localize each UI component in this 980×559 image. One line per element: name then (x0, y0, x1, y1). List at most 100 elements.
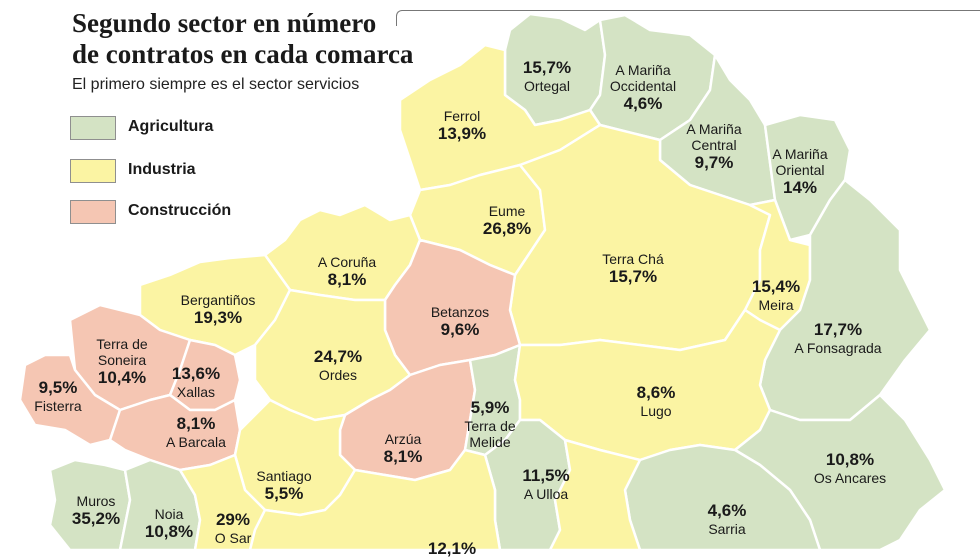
region-value: 8,1% (327, 270, 367, 290)
region-name: Eume (488, 203, 526, 219)
region-name: Bergantiños (180, 292, 256, 308)
region-label-bottom: 12,1% (428, 539, 476, 559)
region-value: 15,4% (751, 277, 801, 296)
region-value: 15,7% (608, 267, 658, 287)
region-value: 10,4% (97, 368, 147, 388)
region-name: A Barcala (166, 433, 226, 450)
region-value: 19,3% (193, 308, 243, 328)
region-value: 10,8% (825, 450, 875, 469)
region-name: A Mariña Central (686, 121, 742, 154)
region-value: 11,5% (522, 466, 570, 485)
region-label-marina-oriental: A Mariña Oriental 14% (764, 146, 836, 198)
region-value: 13,6% (171, 364, 221, 383)
region-name: Xallas (176, 383, 216, 400)
region-label-santiago: Santiago 5,5% (256, 468, 311, 504)
header-bracket-line (396, 10, 980, 26)
legend-swatch-industria (70, 159, 116, 183)
region-name: A Ulloa (523, 485, 569, 502)
region-name: A Coruña (317, 254, 377, 270)
region-name: Sarria (708, 520, 746, 537)
title-line-2: de contratos en cada comarca (72, 39, 414, 69)
region-label-os-ancares: Os Ancares 10,8% (814, 450, 886, 486)
subtitle: El primero siempre es el sector servicio… (72, 76, 360, 93)
region-value: 4,6% (623, 94, 663, 114)
legend-label: Agricultura (128, 118, 214, 135)
region-value: 9,6% (440, 320, 480, 340)
region-value: 26,8% (482, 219, 532, 239)
legend-label: Construcción (128, 202, 232, 219)
region-name: Ortegal (524, 77, 570, 94)
region-name: Terra Chá (602, 251, 664, 267)
region-name: A Mariña Occidental (609, 62, 677, 95)
region-label-noia: Noia 10,8% (145, 506, 193, 542)
region-label-sarria: Sarria 4,6% (708, 501, 747, 537)
region-name: Noia (154, 506, 184, 522)
region-value: 14% (782, 178, 818, 198)
region-label-a-barcala: A Barcala 8,1% (166, 414, 226, 450)
region-name: A Fonsagrada (794, 339, 882, 356)
region-name: Lugo (640, 402, 672, 419)
region-label-a-coruna: A Coruña 8,1% (318, 254, 376, 290)
region-name: O Sar (214, 529, 252, 546)
region-name: Santiago (256, 468, 312, 484)
region-name: Fisterra (34, 397, 82, 414)
region-name: Muros (76, 493, 116, 509)
region-label-o-sar: O Sar 29% (215, 510, 252, 546)
region-label-marina-occidental: A Mariña Occidental 4,6% (593, 62, 693, 114)
region-label-ortegal: Ortegal 15,7% (523, 58, 571, 94)
region-name: Terra de Soneira (96, 336, 148, 369)
region-name: Meira (758, 296, 794, 313)
region-label-bergantinos: Bergantiños 19,3% (181, 292, 256, 328)
region-label-muros: Muros 35,2% (72, 493, 120, 529)
legend-item-construccion: Construcción (70, 198, 330, 230)
region-name: Betanzos (430, 304, 490, 320)
region-value: 17,7% (813, 320, 863, 339)
region-value: 35,2% (71, 509, 121, 529)
region-label-fonsagrada: A Fonsagrada 17,7% (794, 320, 881, 356)
region-label-arzua: Arzúa 8,1% (384, 431, 423, 467)
region-label-a-ulloa: A Ulloa 11,5% (522, 466, 569, 502)
region-value: 5,9% (470, 398, 510, 417)
region-value: 8,1% (176, 414, 216, 433)
region-name: A Mariña Oriental (772, 146, 828, 179)
region-value: 10,8% (144, 522, 194, 542)
region-label-terra-soneira: Terra de Soneira 10,4% (87, 336, 157, 388)
legend-swatch-agricultura (70, 116, 116, 140)
region-label-marina-central: A Mariña Central 9,7% (674, 121, 754, 173)
region-value: 8,1% (383, 447, 423, 467)
region-label-xallas: Xallas 13,6% (172, 364, 220, 400)
legend-item-industria: Industria (70, 157, 330, 189)
region-value: 9,7% (694, 153, 734, 173)
region-label-eume: Eume 26,8% (483, 203, 531, 239)
region-value: 29% (215, 510, 251, 529)
region-name: Terra de Melide (464, 417, 516, 450)
region-name: Arzúa (384, 431, 422, 447)
region-label-meira: Meira 15,4% (752, 277, 800, 313)
region-name: Os Ancares (813, 469, 887, 486)
region-label-ferrol: Ferrol 13,9% (438, 108, 486, 144)
region-value: 24,7% (313, 347, 363, 366)
region-value: 15,7% (522, 58, 572, 77)
region-value: 12,1% (427, 539, 477, 558)
region-shape-bottom-middle (548, 438, 642, 550)
region-label-ordes: Ordes 24,7% (314, 347, 362, 383)
region-value: 5,5% (264, 484, 304, 504)
region-label-betanzos: Betanzos 9,6% (431, 304, 489, 340)
region-shape-bottom (248, 448, 502, 550)
legend-item-agricultura: Agricultura (70, 114, 330, 146)
region-value: 4,6% (707, 501, 747, 520)
region-label-lugo: Lugo 8,6% (637, 383, 676, 419)
region-value: 8,6% (636, 383, 676, 402)
region-name: Ordes (318, 366, 358, 383)
region-label-fisterra: Fisterra 9,5% (34, 378, 81, 414)
region-value: 9,5% (38, 378, 78, 397)
region-name: Ferrol (443, 108, 481, 124)
region-label-terra-melide: Terra de Melide 5,9% (459, 398, 521, 450)
title-line-1: Segundo sector en número (72, 8, 377, 38)
region-value: 13,9% (437, 124, 487, 144)
legend-label: Industria (128, 161, 196, 178)
page-title: Segundo sector en número de contratos en… (72, 8, 413, 70)
legend-swatch-construccion (70, 200, 116, 224)
region-label-terra-cha: Terra Chá 15,7% (602, 251, 663, 287)
